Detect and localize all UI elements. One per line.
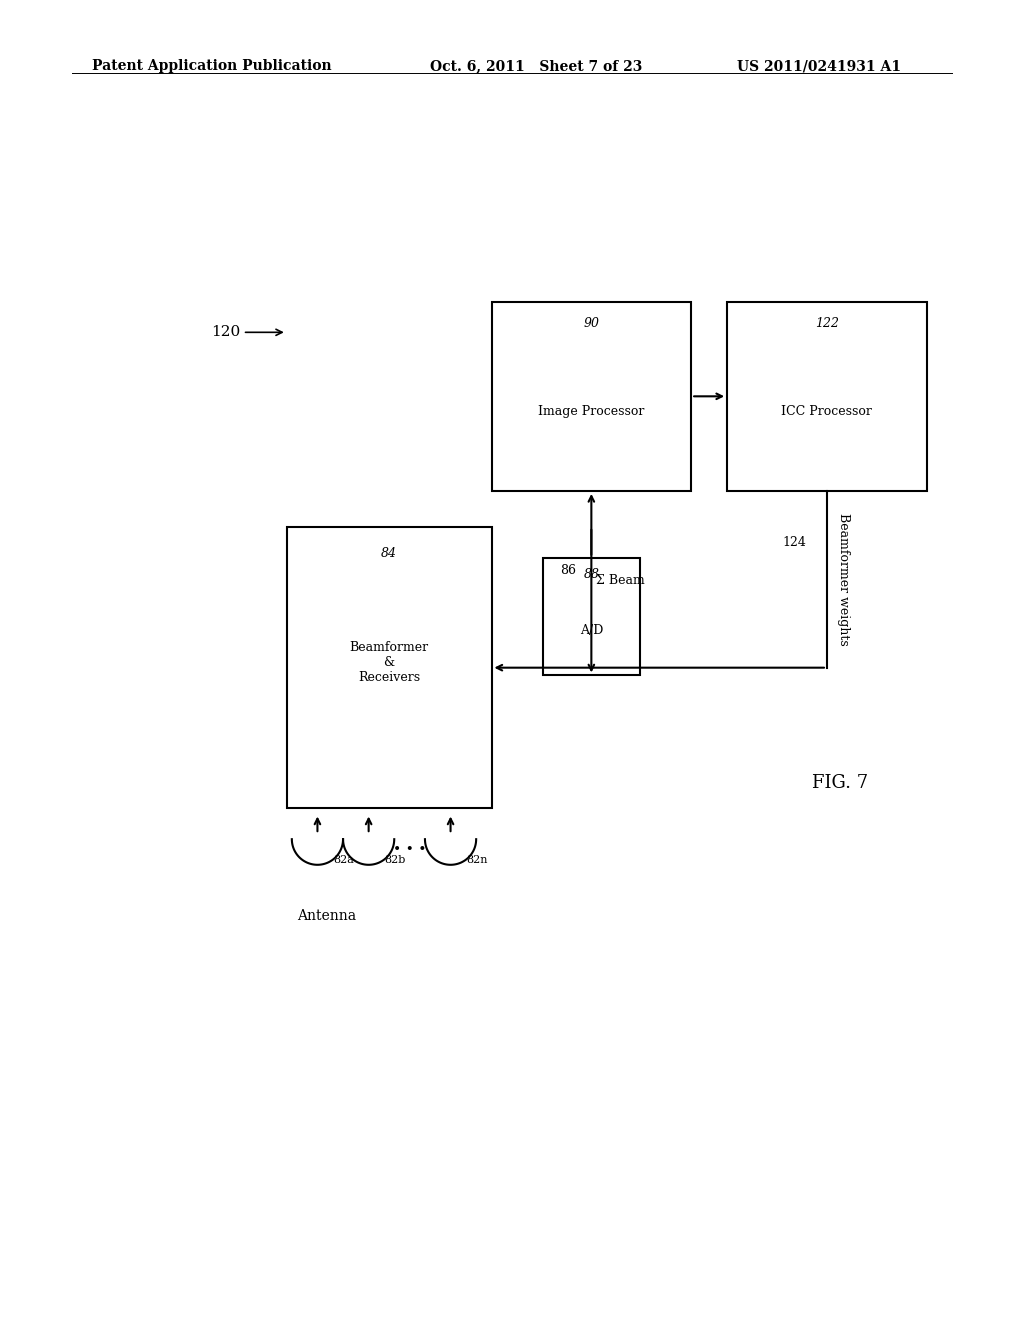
- Text: Beamformer weights: Beamformer weights: [838, 513, 850, 645]
- FancyBboxPatch shape: [287, 527, 492, 808]
- Text: Antenna: Antenna: [297, 909, 356, 923]
- FancyBboxPatch shape: [543, 557, 640, 676]
- Text: Image Processor: Image Processor: [539, 405, 644, 418]
- Text: FIG. 7: FIG. 7: [812, 774, 867, 792]
- Text: • • •: • • •: [393, 842, 426, 857]
- Text: US 2011/0241931 A1: US 2011/0241931 A1: [737, 59, 901, 74]
- Text: 86: 86: [560, 564, 575, 577]
- Text: Beamformer
&
Receivers: Beamformer & Receivers: [349, 640, 429, 684]
- Text: 120: 120: [211, 325, 282, 339]
- Text: 90: 90: [584, 317, 599, 330]
- Text: 122: 122: [815, 317, 839, 330]
- Text: Patent Application Publication: Patent Application Publication: [92, 59, 332, 74]
- Text: Oct. 6, 2011   Sheet 7 of 23: Oct. 6, 2011 Sheet 7 of 23: [430, 59, 642, 74]
- Text: ICC Processor: ICC Processor: [781, 405, 872, 418]
- Text: A/D: A/D: [580, 624, 603, 638]
- FancyBboxPatch shape: [727, 301, 927, 491]
- Text: 124: 124: [782, 536, 807, 549]
- FancyBboxPatch shape: [492, 301, 691, 491]
- Text: 82n: 82n: [466, 854, 487, 865]
- Text: 88: 88: [584, 568, 599, 581]
- Text: 84: 84: [381, 548, 397, 561]
- Text: 82a: 82a: [333, 854, 353, 865]
- Text: 82b: 82b: [384, 854, 406, 865]
- Text: Σ Beam: Σ Beam: [596, 574, 645, 587]
